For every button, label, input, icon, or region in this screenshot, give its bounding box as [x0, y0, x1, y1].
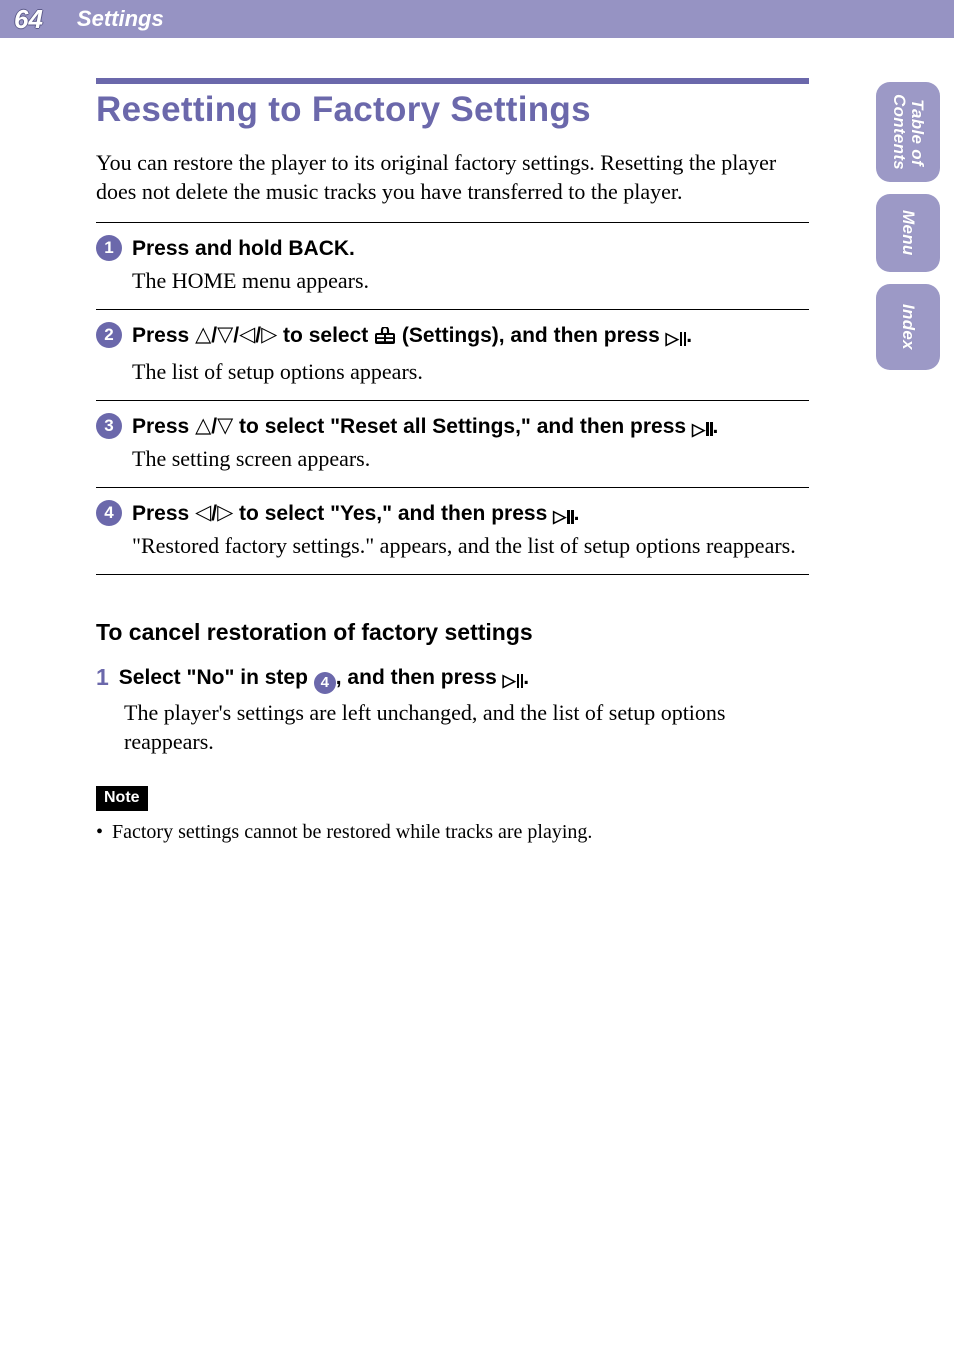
cancel-heading: To cancel restoration of factory setting…	[96, 619, 809, 646]
intro-paragraph: You can restore the player to its origin…	[96, 148, 809, 206]
tab-table-of-contents[interactable]: Table ofContents	[876, 82, 940, 182]
direction-glyph: △	[195, 412, 211, 439]
cancel-step-instruction: Select "No" in step 4, and then press ▷.	[119, 664, 529, 694]
main-content: Resetting to Factory Settings You can re…	[96, 78, 809, 845]
page-number: 64	[14, 4, 43, 35]
step-number-badge: 3	[96, 413, 122, 439]
step-number-badge: 1	[96, 235, 122, 261]
direction-glyph: ▽	[217, 321, 233, 348]
cancel-step-number: 1	[96, 664, 109, 692]
page-header: 64 Settings	[0, 0, 954, 38]
step-body: Press △/▽ to select "Reset all Settings,…	[132, 413, 809, 473]
play-pause-icon: ▷	[553, 508, 574, 525]
cancel-step-result: The player's settings are left unchanged…	[124, 698, 809, 756]
step-number-badge: 4	[96, 500, 122, 526]
step-instruction: Press △/▽/◁/▷ to select (Settings), and …	[132, 322, 809, 352]
step: 1 Press and hold BACK. The HOME menu appea…	[96, 222, 809, 309]
page-title: Resetting to Factory Settings	[96, 90, 809, 130]
settings-icon	[374, 325, 396, 352]
side-tabs: Table ofContents Menu Index	[876, 82, 940, 370]
step-result: "Restored factory settings." appears, an…	[132, 531, 809, 560]
step-instruction: Press ◁/▷ to select "Yes," and then pres…	[132, 500, 809, 527]
note-label: Note	[96, 786, 148, 811]
tab-menu[interactable]: Menu	[876, 194, 940, 272]
direction-glyph: ▽	[217, 412, 233, 439]
section-name: Settings	[77, 6, 164, 32]
step-body: Press ◁/▷ to select "Yes," and then pres…	[132, 500, 809, 560]
step-result: The list of setup options appears.	[132, 357, 809, 386]
direction-glyph: ▷	[217, 499, 233, 526]
steps-list: 1 Press and hold BACK. The HOME menu appea…	[96, 222, 809, 575]
title-rule	[96, 78, 809, 84]
step-reference-badge: 4	[314, 672, 336, 694]
direction-glyph: ▷	[261, 321, 277, 348]
cancel-step: 1 Select "No" in step 4, and then press …	[96, 664, 809, 694]
step: 2 Press △/▽/◁/▷ to select (Settings), and…	[96, 309, 809, 399]
play-pause-icon: ▷	[692, 421, 713, 438]
tab-menu-label: Menu	[899, 210, 917, 256]
step: 4 Press ◁/▷ to select "Yes," and then pre…	[96, 487, 809, 575]
step-result: The setting screen appears.	[132, 444, 809, 473]
step-number-badge: 2	[96, 322, 122, 348]
step: 3 Press △/▽ to select "Reset all Settings…	[96, 400, 809, 487]
step-body: Press and hold BACK. The HOME menu appear…	[132, 235, 809, 295]
tab-index[interactable]: Index	[876, 284, 940, 370]
step-instruction: Press and hold BACK.	[132, 235, 809, 262]
direction-glyph: ◁	[195, 499, 211, 526]
step-body: Press △/▽/◁/▷ to select (Settings), and …	[132, 322, 809, 385]
play-pause-icon: ▷	[503, 672, 524, 689]
step-result: The HOME menu appears.	[132, 266, 809, 295]
step-instruction: Press △/▽ to select "Reset all Settings,…	[132, 413, 809, 440]
direction-glyph: ◁	[239, 321, 255, 348]
play-pause-icon: ▷	[666, 330, 687, 347]
note-text: Factory settings cannot be restored whil…	[96, 819, 809, 845]
tab-toc-label: Table ofContents	[890, 94, 926, 170]
tab-index-label: Index	[899, 304, 917, 350]
direction-glyph: △	[195, 321, 211, 348]
